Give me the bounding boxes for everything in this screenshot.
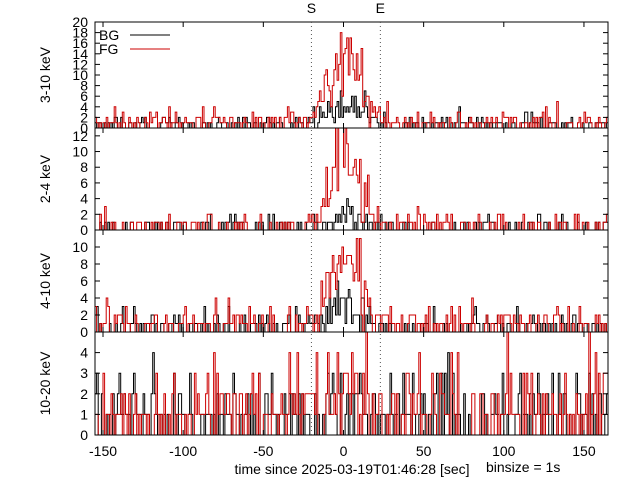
y-tick-label: 10 <box>72 67 88 83</box>
y-tick-label: 0 <box>80 222 88 238</box>
y-tick-label: 10 <box>72 239 88 255</box>
y-tick-label: 8 <box>80 78 88 94</box>
series-fg-panel-1 <box>95 32 608 129</box>
y-tick-label: 6 <box>80 88 88 104</box>
y-tick-label: 4 <box>80 290 88 306</box>
y-tick-label: 12 <box>72 56 88 72</box>
y-tick-label: 6 <box>80 175 88 191</box>
marker-label-s: S <box>307 0 316 16</box>
series-fg-panel-3 <box>95 238 608 333</box>
x-tick-label: 100 <box>492 443 516 459</box>
y-axis-label-panel-3: 4-10 keV <box>37 252 53 309</box>
y-tick-label: 0 <box>80 427 88 443</box>
x-axis-label: time since 2025-03-19T01:46:28 [sec] <box>234 461 469 477</box>
y-tick-label: 18 <box>72 25 88 41</box>
x-tick-label: 50 <box>416 443 432 459</box>
binsize-label: binsize = 1s <box>486 459 560 475</box>
y-tick-label: 1 <box>80 406 88 422</box>
y-tick-label: 0 <box>80 324 88 340</box>
x-tick-label: -100 <box>169 443 197 459</box>
series-fg-panel-4 <box>95 331 608 436</box>
series-bg-panel-1 <box>95 90 608 129</box>
y-tick-label: 20 <box>72 14 88 30</box>
y-tick-label: 2 <box>80 109 88 125</box>
y-tick-label: 2 <box>80 206 88 222</box>
y-tick-label: 8 <box>80 256 88 272</box>
y-tick-label: 4 <box>80 99 88 115</box>
y-tick-label: 4 <box>80 191 88 207</box>
panel-frame-4 <box>94 331 609 436</box>
y-axis-label-panel-4: 10-20 keV <box>37 351 53 415</box>
y-tick-label: 14 <box>72 46 88 62</box>
x-tick-label: -150 <box>89 443 117 459</box>
y-tick-label: 12 <box>72 128 88 144</box>
y-tick-label: 3 <box>80 365 88 381</box>
legend: BG FG <box>99 27 170 57</box>
series-layer <box>95 32 608 436</box>
y-tick-label: 2 <box>80 307 88 323</box>
marker-label-e: E <box>376 0 385 16</box>
y-tick-label: 8 <box>80 159 88 175</box>
y-tick-label: 6 <box>80 273 88 289</box>
legend-label-bg: BG <box>99 27 119 43</box>
y-axis-label-panel-1: 3-10 keV <box>37 46 53 103</box>
y-tick-label: 0 <box>80 120 88 136</box>
y-tick-label: 10 <box>72 144 88 160</box>
x-tick-label: 0 <box>340 443 348 459</box>
y-tick-label: 2 <box>80 386 88 402</box>
legend-label-fg: FG <box>99 41 118 57</box>
y-axis-label-panel-2: 2-4 keV <box>37 154 53 203</box>
y-tick-label: 4 <box>80 345 88 361</box>
x-tick-label: 150 <box>572 443 596 459</box>
y-tick-label: 16 <box>72 35 88 51</box>
x-tick-label: -50 <box>253 443 273 459</box>
